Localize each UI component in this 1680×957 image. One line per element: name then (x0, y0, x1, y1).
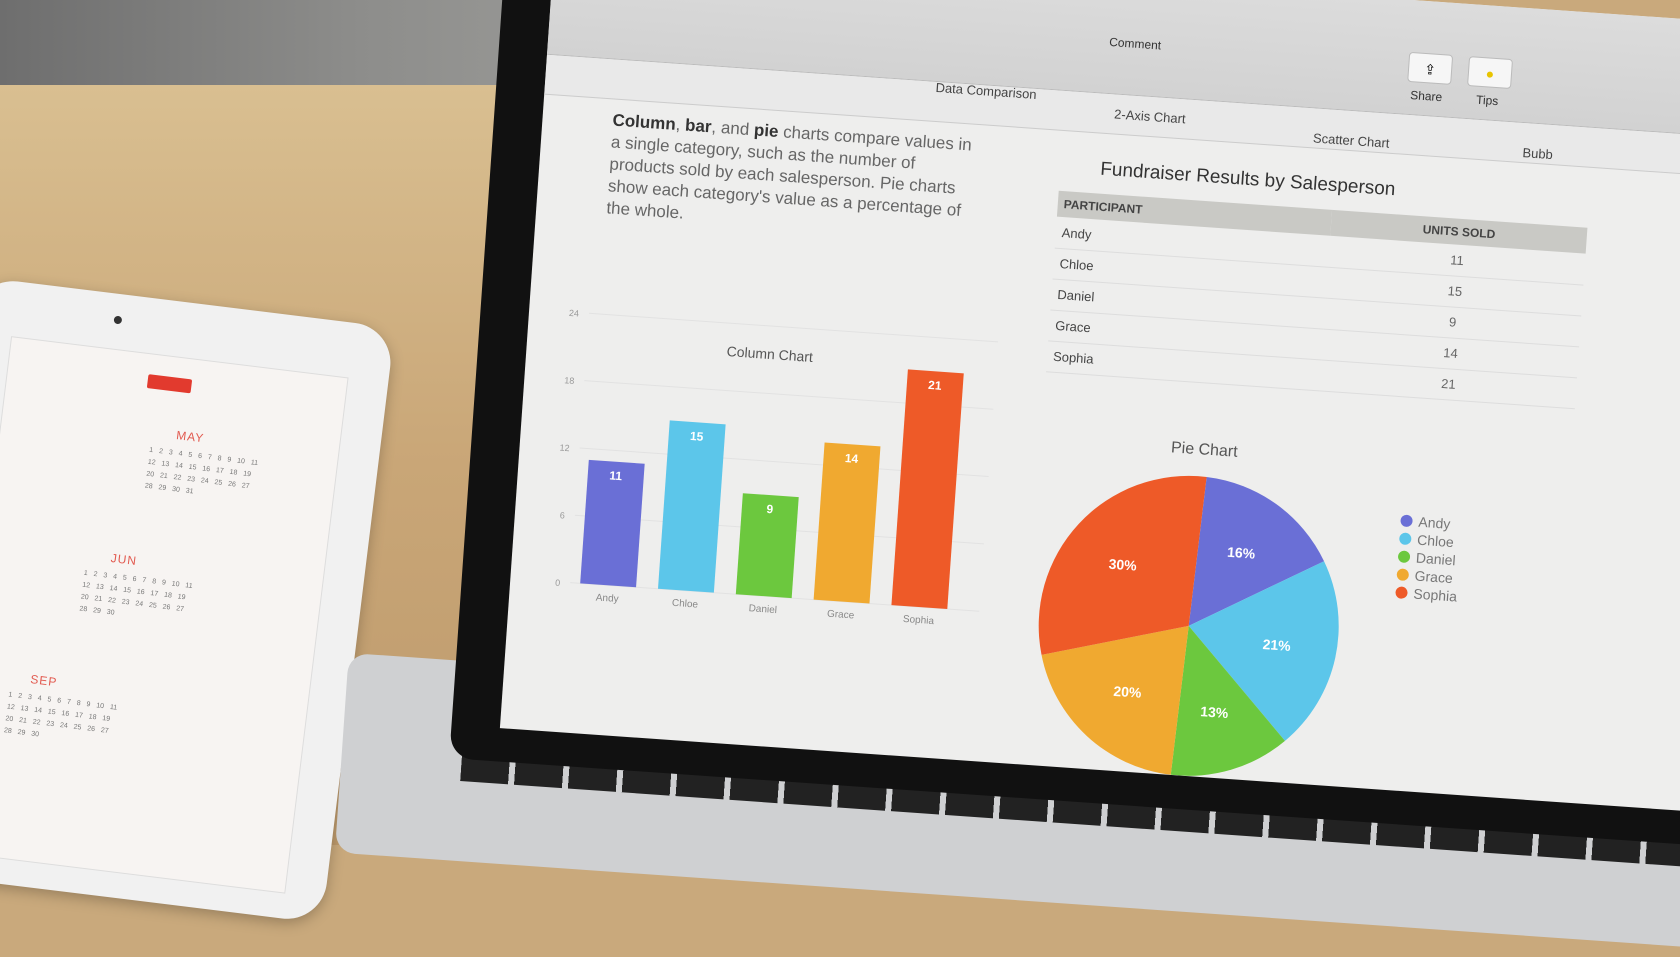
charts-canvas: 0 6 12 18 24 11 Andy 15 Chloe 9 Daniel 14 Grace 21 Sop… (555, 308, 1458, 776)
pie-slice-andy (1188, 476, 1325, 626)
x-tick-label: Daniel (748, 603, 777, 616)
bar-chloe (657, 420, 726, 593)
bar-data-label: 9 (766, 502, 774, 516)
legend-label: Andy (1418, 514, 1451, 532)
y-tick-label: 0 (555, 578, 561, 588)
month-label: MAY (175, 428, 206, 446)
legend-label: Grace (1414, 568, 1453, 587)
numbers-app-window: Comment ⇪ Share ● Tips Data Comparison 2… (499, 0, 1680, 814)
calendar-grid: 1 2 3 4 5 6 7 8 9 10 11 12 13 14 15 16 1… (3, 691, 118, 739)
ipad-camera (113, 315, 123, 325)
gridline (589, 312, 999, 343)
bar-data-label: 11 (609, 468, 623, 483)
month-label: SEP (29, 672, 59, 690)
y-tick-label: 12 (559, 443, 570, 454)
pie-slice-sophia (1038, 475, 1207, 655)
x-tick-label: Grace (827, 609, 855, 622)
bar-daniel (735, 493, 799, 599)
pie-data-label: 13% (1200, 703, 1230, 721)
bar-sophia (891, 369, 964, 609)
x-tick-label: Chloe (672, 598, 699, 611)
y-tick-label: 24 (569, 308, 580, 319)
y-tick-label: 18 (564, 375, 575, 386)
bar-data-label: 15 (690, 429, 705, 444)
legend-label: Sophia (1413, 585, 1458, 604)
pie-slice-grace (1041, 625, 1189, 775)
legend-label: Daniel (1415, 550, 1456, 569)
legend-swatch (1398, 550, 1411, 563)
legend-swatch (1396, 568, 1409, 581)
legend-swatch (1399, 532, 1412, 545)
legend-label: Chloe (1417, 532, 1455, 551)
x-tick-label: Sophia (902, 614, 934, 627)
bar-grace (813, 442, 881, 604)
bar-data-label: 14 (844, 451, 859, 466)
pie-slice-daniel (1170, 625, 1285, 776)
ipad-calendar-screen: MAY 1 2 3 4 5 6 7 8 9 10 11 12 13 14 15 … (0, 336, 349, 894)
pie-data-label: 30% (1108, 556, 1138, 574)
bar-andy (580, 459, 645, 588)
bar-data-label: 21 (928, 378, 943, 393)
legend-swatch (1395, 586, 1408, 599)
x-tick-label: Andy (595, 592, 619, 605)
pie-slice-chloe (1188, 561, 1339, 741)
calendar-grid: 1 2 3 4 5 6 7 8 9 10 11 12 13 14 15 16 1… (78, 569, 193, 617)
month-label: JUN (109, 550, 138, 569)
pie-data-label: 21% (1262, 636, 1292, 654)
legend-swatch (1400, 514, 1413, 527)
calendar-grid: 1 2 3 4 5 6 7 8 9 10 11 12 13 14 15 16 1… (144, 446, 259, 496)
pie-data-label: 20% (1113, 683, 1143, 701)
pie-data-label: 16% (1227, 544, 1257, 562)
y-tick-label: 6 (560, 510, 566, 520)
calendar-today-tab[interactable] (146, 374, 193, 394)
